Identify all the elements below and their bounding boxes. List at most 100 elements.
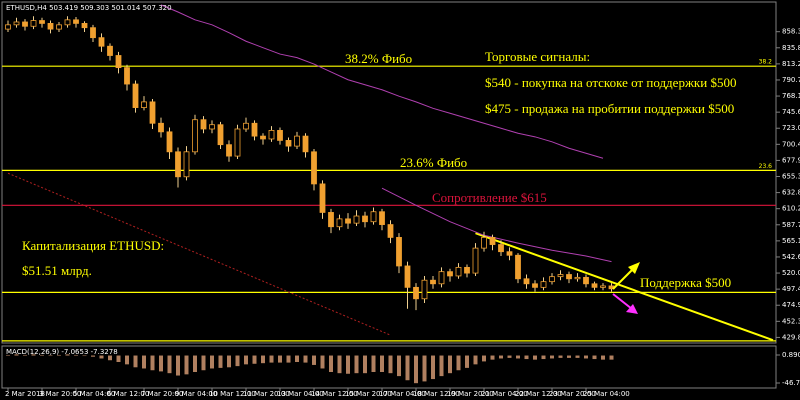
x-tick-label: 6 Mar 12:00 xyxy=(107,390,149,398)
moving-average xyxy=(160,4,604,159)
candle-body xyxy=(73,19,79,24)
y-tick-label: 452.385 xyxy=(782,317,800,325)
macd-bar xyxy=(261,355,265,364)
candle-body xyxy=(583,276,589,285)
macd-bar xyxy=(65,354,70,356)
signal-text: $475 - продажа на пробитии поддержки $50… xyxy=(485,101,734,116)
resistance-label: Сопротивление $615 xyxy=(432,190,547,205)
x-tick-label: 19 Mar 20:00 xyxy=(447,390,494,398)
candle-body xyxy=(464,266,470,274)
candle-body xyxy=(370,211,377,223)
candle-body xyxy=(387,224,394,238)
macd-bar xyxy=(74,354,78,356)
macd-bar xyxy=(473,355,478,365)
x-tick-label: 13 Mar 04:00 xyxy=(277,390,324,398)
macd-bar xyxy=(48,355,53,357)
candle-body xyxy=(243,122,249,130)
macd-bar xyxy=(218,355,223,368)
macd-bar xyxy=(567,355,571,358)
macd-bar xyxy=(533,355,537,360)
y-tick-label: 835.820 xyxy=(782,44,800,52)
macd-bar xyxy=(584,355,588,359)
candle-body xyxy=(591,283,598,288)
candle-body xyxy=(115,55,122,69)
candle-body xyxy=(438,271,445,285)
candle-body xyxy=(124,67,130,85)
arrow-up xyxy=(612,267,635,290)
macd-bar xyxy=(380,355,384,372)
trend-line xyxy=(7,172,391,336)
cap-value: $51.51 млрд. xyxy=(22,263,92,278)
candle-body xyxy=(353,215,360,224)
arrow-head xyxy=(628,262,640,274)
candle-body xyxy=(311,151,317,185)
x-tick-label: 22 Mar 12:00 xyxy=(515,390,562,398)
macd-bar xyxy=(371,355,376,372)
macd-bar xyxy=(550,355,554,359)
candle-body xyxy=(13,21,20,26)
price-panel xyxy=(1,1,777,344)
macd-bar xyxy=(82,355,87,357)
candle-body xyxy=(489,237,496,245)
macd-bar xyxy=(601,355,605,360)
level-label: 38.2 xyxy=(759,59,773,66)
candle-body xyxy=(506,251,513,256)
y-tick-label: 497.495 xyxy=(782,285,800,293)
macd-bar xyxy=(499,355,503,359)
candle-body xyxy=(455,266,462,277)
arrow-down xyxy=(612,293,633,310)
candle-body xyxy=(523,278,530,285)
candle-body xyxy=(515,254,521,280)
moving-average xyxy=(381,187,612,263)
macd-bar xyxy=(193,355,197,372)
y-tick-label: 542.605 xyxy=(782,253,800,261)
y-tick-label: 474.94 xyxy=(782,301,800,309)
trend-line xyxy=(475,232,774,342)
support-label: Поддержка $500 xyxy=(640,275,731,290)
candle-body xyxy=(141,101,147,108)
candle-body xyxy=(285,139,292,147)
candle-body xyxy=(328,212,334,228)
y-tick-label: 0.8904 xyxy=(782,351,800,359)
candle-body xyxy=(447,271,453,277)
macd-bar xyxy=(516,355,520,359)
candle-body xyxy=(39,20,45,24)
macd-bar xyxy=(490,355,495,360)
candle-body xyxy=(498,244,504,253)
macd-bar xyxy=(227,355,231,368)
candle-body xyxy=(319,183,326,213)
candle-body xyxy=(345,218,351,224)
candle-body xyxy=(302,135,309,153)
macd-bar xyxy=(609,355,614,360)
plot-layer: 429.830 452.385 474.94 497.495 520.050 542.60… xyxy=(2,4,800,398)
macd-header: MACD(12,26,9) -7.0653 -7.3278 xyxy=(6,348,118,356)
macd-bar xyxy=(456,355,461,371)
x-tick-label: 2 Mar 2018 xyxy=(5,390,45,398)
candle-body xyxy=(549,276,555,283)
y-tick-label: 723.045 xyxy=(782,124,800,132)
macd-bar xyxy=(201,355,206,371)
candle-body xyxy=(396,237,402,267)
macd-bar xyxy=(244,355,248,365)
macd-bar xyxy=(541,355,546,360)
macd-bar xyxy=(320,355,325,369)
macd-bar xyxy=(133,355,138,368)
macd-bar xyxy=(99,355,104,359)
candle-body xyxy=(566,274,572,280)
y-tick-label: 813.265 xyxy=(782,60,800,68)
candle-body xyxy=(277,130,283,141)
candle-body xyxy=(294,135,300,147)
y-tick-label: 655.380 xyxy=(782,173,800,181)
x-tick-label: 11 Mar 20:00 xyxy=(243,390,290,398)
macd-bar xyxy=(116,355,121,362)
level-label: 23.6 xyxy=(759,163,773,170)
y-tick-label: 610.270 xyxy=(782,205,800,213)
candle-body xyxy=(5,24,11,30)
macd-bar xyxy=(439,355,444,377)
macd-bar xyxy=(397,355,401,377)
signal-text: $540 - покупка на отскоке от поддержки $… xyxy=(485,75,736,90)
candle-body xyxy=(260,135,266,140)
candle-body xyxy=(574,276,581,280)
x-tick-label: 5 Mar 04:00 xyxy=(73,390,115,398)
candle-body xyxy=(217,124,224,146)
